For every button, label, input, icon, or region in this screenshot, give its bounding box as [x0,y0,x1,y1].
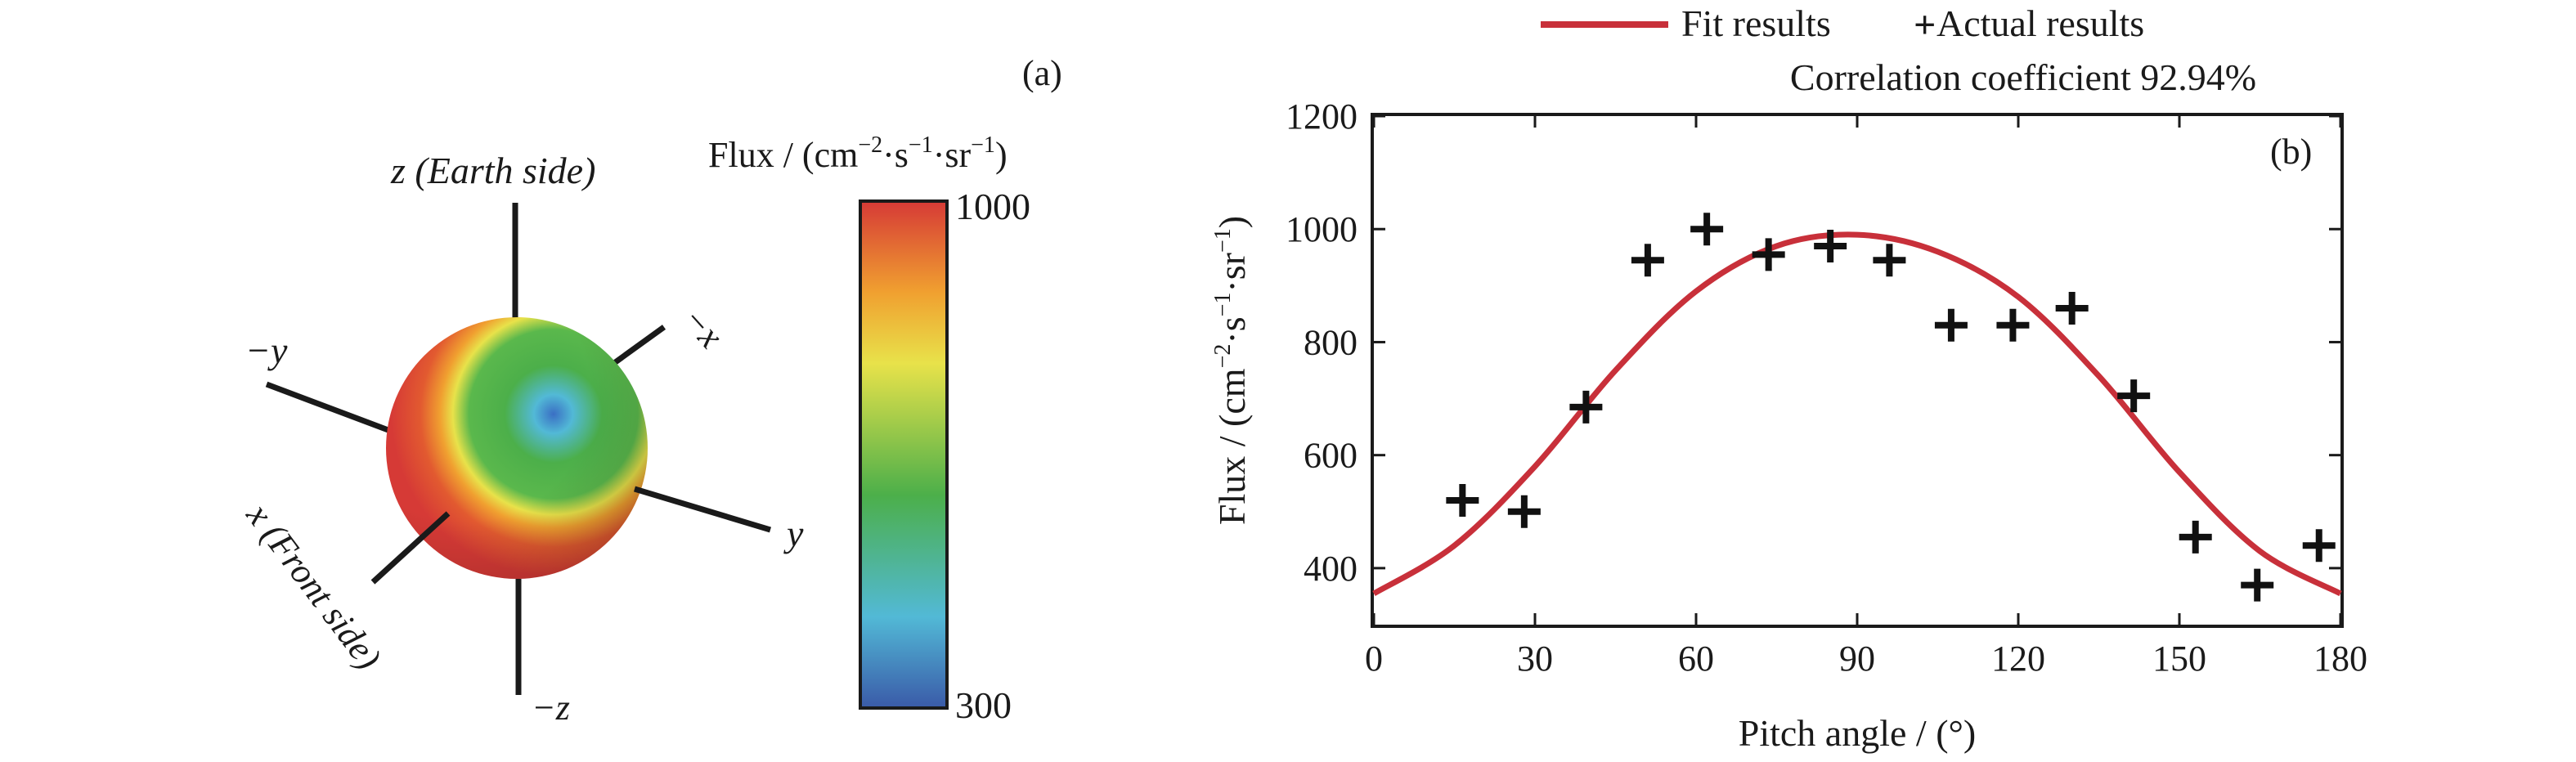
legend-actual-label: Actual results [1936,2,2144,44]
y-tick-label: 1000 [1286,209,1358,249]
x-axis-title: Pitch angle / (°) [1739,712,1977,754]
colorbar [859,199,949,710]
plot-frame [1371,113,2344,628]
data-point [2117,379,2151,413]
data-point [1690,213,1724,246]
data-point [1873,244,1906,277]
panel-a: (a) z (Earth side) −x −y y x (Front side… [238,53,1061,728]
x-tick-label: 90 [1839,639,1875,679]
axis-ticks [1372,114,2342,625]
x-tick-label: 30 [1517,639,1553,679]
panel-a-label: (a) [1022,53,1062,93]
data-point [1569,390,1603,424]
data-point [1446,483,1479,517]
data-point [2302,529,2336,563]
axis-x-label: x (Front side) [238,495,388,677]
legend-fit-label: Fit results [1681,2,1831,44]
y-tick-label: 400 [1304,549,1358,589]
legend: Fit results + Actual results [1541,2,2144,47]
colorbar-max-label: 1000 [955,186,1030,227]
data-point [2241,568,2274,602]
axis-y-label: y [783,513,804,554]
fit-curve [1372,231,2342,597]
flux-sphere-shading [386,317,648,579]
correlation-text: Correlation coefficient 92.94% [1790,56,2256,98]
actual-points [1446,213,2336,602]
data-point [1507,495,1541,528]
axis-z-label: z (Earth side) [390,150,595,191]
x-tick-label: 60 [1678,639,1714,679]
x-tick-label: 0 [1365,639,1383,679]
colorbar-title: Flux / (cm−2·s−1·sr−1) [708,132,1008,175]
colorbar-min-label: 300 [955,684,1012,726]
axis-x-line [370,511,451,585]
axis-neg-x-label: −x [675,299,732,356]
axis-neg-y-line [265,381,394,435]
data-point [1631,244,1664,277]
data-point [1814,229,1847,262]
axis-tick-labels: 0 30 60 90 120 150 180 400 600 800 1000 1200 [1286,96,2367,679]
axis-neg-z-label: −z [532,688,570,728]
data-point [1996,308,2030,342]
data-point [2055,291,2089,325]
y-tick-label: 1200 [1286,96,1358,137]
data-point [1934,308,1968,342]
panel-b: Fit results + Actual results Correlation… [1210,2,2367,754]
y-axis-title: Flux / (cm−2·s−1·sr−1) [1210,216,1253,525]
axis-y-line [633,486,772,533]
y-tick-label: 800 [1304,322,1358,362]
data-point [2179,520,2212,554]
axis-neg-y-label: −y [245,329,288,371]
x-tick-label: 180 [2313,639,2367,679]
data-point [1752,238,1785,271]
legend-actual-marker: + [1914,3,1936,47]
panel-b-label: (b) [2270,132,2312,172]
y-tick-label: 600 [1304,436,1358,476]
x-tick-label: 150 [2152,639,2206,679]
x-tick-label: 120 [1991,639,2045,679]
